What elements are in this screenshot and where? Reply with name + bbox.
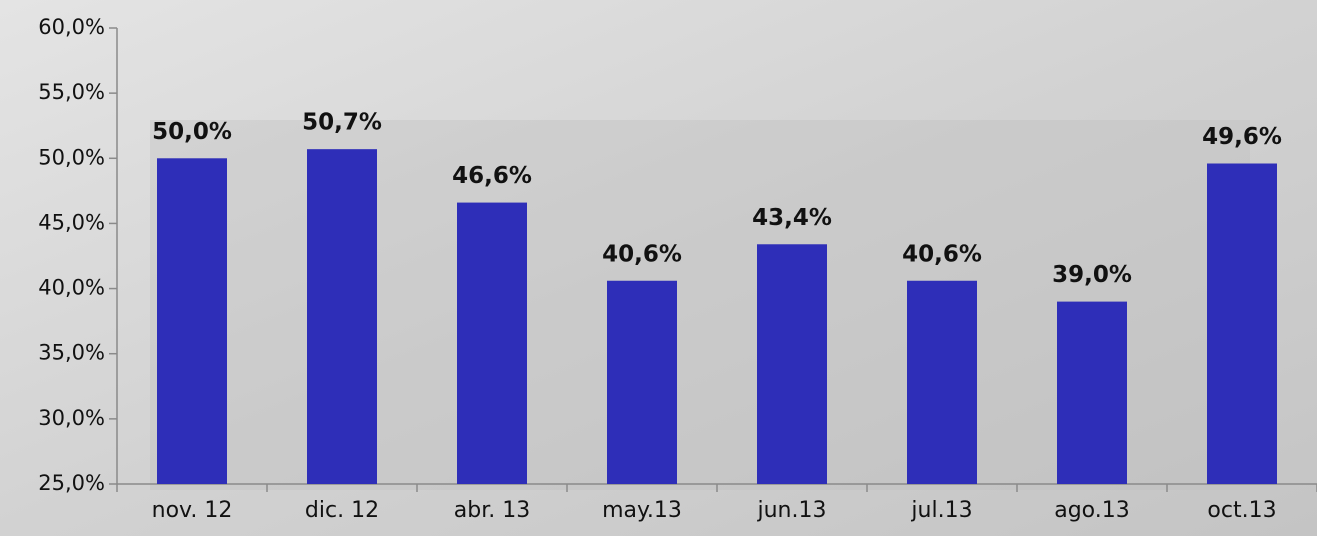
x-tick-label: jun.13 bbox=[757, 498, 827, 523]
y-tick-label: 30,0% bbox=[38, 406, 105, 430]
bar bbox=[457, 202, 527, 484]
value-label: 50,0% bbox=[152, 119, 232, 145]
y-tick-label: 45,0% bbox=[38, 210, 105, 234]
x-tick-label: may.13 bbox=[602, 498, 682, 523]
x-tick-label: jul.13 bbox=[910, 498, 972, 523]
y-tick-label: 55,0% bbox=[38, 80, 105, 104]
y-tick-label: 40,0% bbox=[38, 276, 105, 300]
value-label: 46,6% bbox=[452, 163, 532, 189]
x-tick-label: ago.13 bbox=[1054, 498, 1130, 523]
value-label: 39,0% bbox=[1052, 262, 1132, 288]
x-tick-label: nov. 12 bbox=[152, 498, 233, 523]
value-label: 40,6% bbox=[602, 241, 682, 267]
value-label: 43,4% bbox=[752, 205, 832, 231]
y-tick-label: 25,0% bbox=[38, 471, 105, 495]
y-tick-label: 35,0% bbox=[38, 341, 105, 365]
y-tick-label: 50,0% bbox=[38, 145, 105, 169]
bar bbox=[607, 280, 677, 484]
value-label: 49,6% bbox=[1202, 124, 1282, 150]
bar bbox=[157, 158, 227, 485]
value-label: 40,6% bbox=[902, 241, 982, 267]
bar bbox=[1207, 163, 1277, 485]
x-tick-label: dic. 12 bbox=[305, 498, 379, 523]
bar bbox=[907, 280, 977, 484]
bar bbox=[757, 244, 827, 484]
x-tick-label: abr. 13 bbox=[454, 498, 530, 523]
y-tick-label: 60,0% bbox=[38, 15, 105, 39]
value-label: 50,7% bbox=[302, 110, 382, 136]
bar bbox=[307, 149, 377, 484]
x-tick-label: oct.13 bbox=[1207, 498, 1276, 523]
bar bbox=[1057, 301, 1127, 484]
